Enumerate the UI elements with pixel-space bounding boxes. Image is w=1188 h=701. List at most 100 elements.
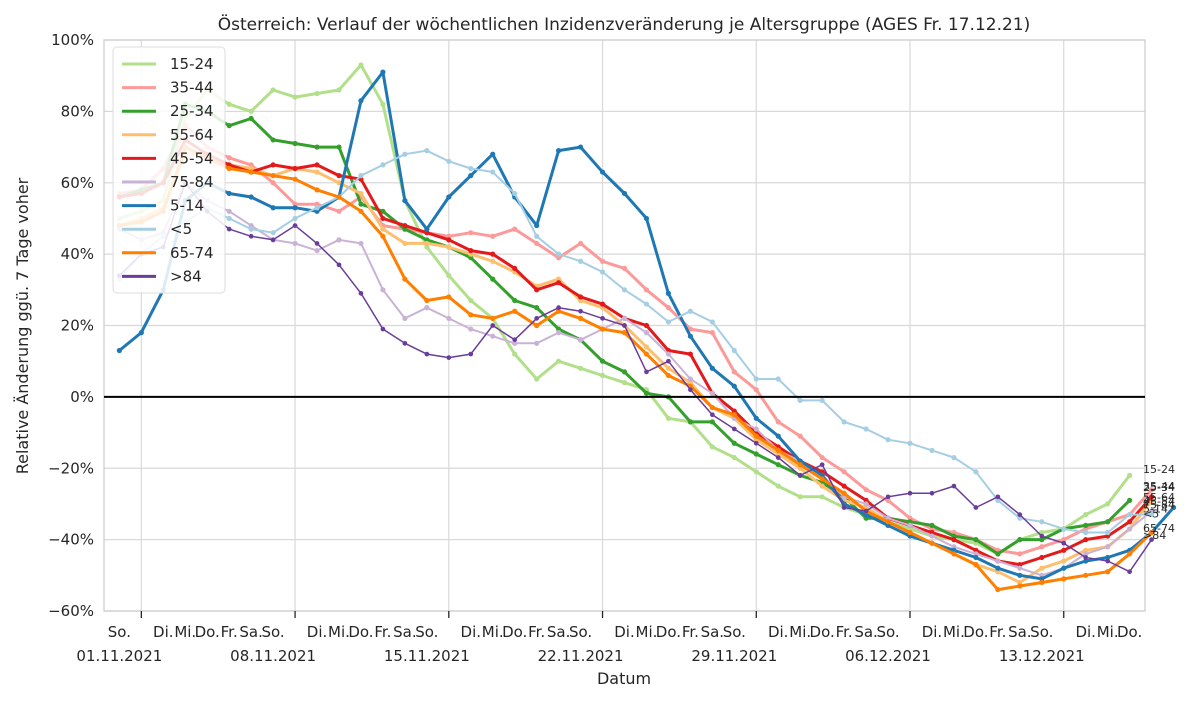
- data-point: [1127, 551, 1133, 557]
- data-point: [863, 487, 869, 493]
- data-point: [599, 326, 606, 332]
- data-point: [358, 208, 364, 214]
- data-point: [424, 240, 430, 247]
- data-point: [973, 505, 979, 510]
- series-65-74: [116, 144, 1155, 593]
- x-tick-date-label: 29.11.2021: [691, 647, 777, 665]
- x-tick-label: Fr.: [682, 623, 699, 641]
- data-point: [534, 240, 540, 247]
- data-point: [995, 494, 1001, 500]
- x-tick-label: Do.: [195, 623, 220, 641]
- x-tick-label: Sa.: [393, 623, 416, 641]
- data-point: [424, 305, 430, 311]
- data-point: [380, 326, 386, 332]
- data-point: [380, 101, 386, 107]
- data-point: [556, 326, 562, 332]
- data-point: [753, 440, 759, 446]
- legend-label: 35-44: [170, 79, 214, 97]
- data-point: [380, 233, 386, 239]
- data-point: [490, 251, 496, 257]
- data-point: [577, 294, 584, 300]
- data-point: [753, 469, 759, 475]
- data-point: [775, 419, 781, 425]
- data-point: [753, 387, 759, 393]
- data-point: [973, 537, 979, 543]
- data-point: [556, 305, 561, 311]
- data-point: [468, 251, 474, 257]
- data-point: [731, 369, 737, 375]
- data-point: [556, 251, 562, 257]
- data-point: [1017, 579, 1023, 586]
- data-point: [665, 290, 672, 296]
- x-tick-label: Do.: [963, 623, 988, 641]
- x-tick-label: Do.: [656, 623, 681, 641]
- data-point: [512, 308, 518, 314]
- data-point: [556, 148, 562, 154]
- data-point: [468, 326, 474, 332]
- data-point: [1105, 554, 1111, 561]
- legend-item: 75-84: [122, 173, 214, 191]
- data-point: [358, 173, 364, 179]
- data-point: [841, 419, 847, 425]
- data-point: [600, 316, 605, 321]
- data-point: [556, 276, 562, 282]
- data-point: [1127, 569, 1132, 575]
- x-tick-date-label: 13.12.2021: [999, 647, 1085, 665]
- data-point: [270, 205, 276, 211]
- data-point: [314, 187, 320, 193]
- x-tick-label: So.: [262, 623, 285, 641]
- data-point: [226, 165, 232, 172]
- data-point: [380, 226, 386, 232]
- data-point: [709, 444, 715, 450]
- x-tick-label: Mi.: [1097, 623, 1119, 641]
- data-point: [1083, 547, 1089, 553]
- data-point: [1017, 572, 1023, 578]
- data-point: [314, 162, 320, 168]
- data-point: [226, 226, 232, 232]
- data-point: [995, 565, 1001, 571]
- data-point: [314, 90, 320, 97]
- data-point: [1061, 558, 1067, 564]
- y-tick-label: 20%: [61, 317, 94, 335]
- data-point: [138, 330, 144, 336]
- x-tick-date-label: 06.12.2021: [845, 647, 931, 665]
- data-point: [819, 494, 825, 500]
- x-tick-label: Fr.: [528, 623, 545, 641]
- data-point: [248, 194, 254, 200]
- data-point: [446, 158, 452, 164]
- legend-label: 45-54: [170, 149, 214, 167]
- data-point: [358, 240, 364, 247]
- data-point: [841, 490, 847, 496]
- data-point: [336, 173, 342, 179]
- end-label: 35-44: [1143, 480, 1175, 493]
- data-point: [929, 447, 935, 454]
- data-point: [1105, 558, 1111, 564]
- data-point: [599, 301, 606, 307]
- data-point: [490, 233, 496, 239]
- data-point: [424, 237, 430, 243]
- end-label: 55-64: [1143, 491, 1175, 504]
- data-point: [292, 201, 298, 207]
- end-label: 15-24: [1143, 463, 1175, 476]
- data-point: [534, 322, 540, 329]
- data-point: [995, 586, 1001, 593]
- data-point: [402, 276, 408, 282]
- data-point: [358, 62, 364, 68]
- data-point: [643, 301, 650, 307]
- data-point: [270, 237, 276, 243]
- data-point: [226, 208, 232, 214]
- legend-item: 15-24: [122, 55, 214, 73]
- data-point: [885, 497, 891, 503]
- x-tick-label: Mi.: [482, 623, 504, 641]
- data-point: [512, 226, 518, 232]
- x-tick-label: Mi.: [943, 623, 965, 641]
- x-tick-date-label: 08.11.2021: [230, 647, 316, 665]
- data-point: [446, 237, 452, 243]
- data-point: [687, 419, 693, 425]
- data-point: [226, 101, 232, 107]
- data-point: [577, 144, 584, 150]
- data-point: [577, 315, 584, 321]
- data-point: [314, 169, 320, 175]
- plot-frame: [103, 39, 1146, 612]
- data-point: [819, 454, 825, 461]
